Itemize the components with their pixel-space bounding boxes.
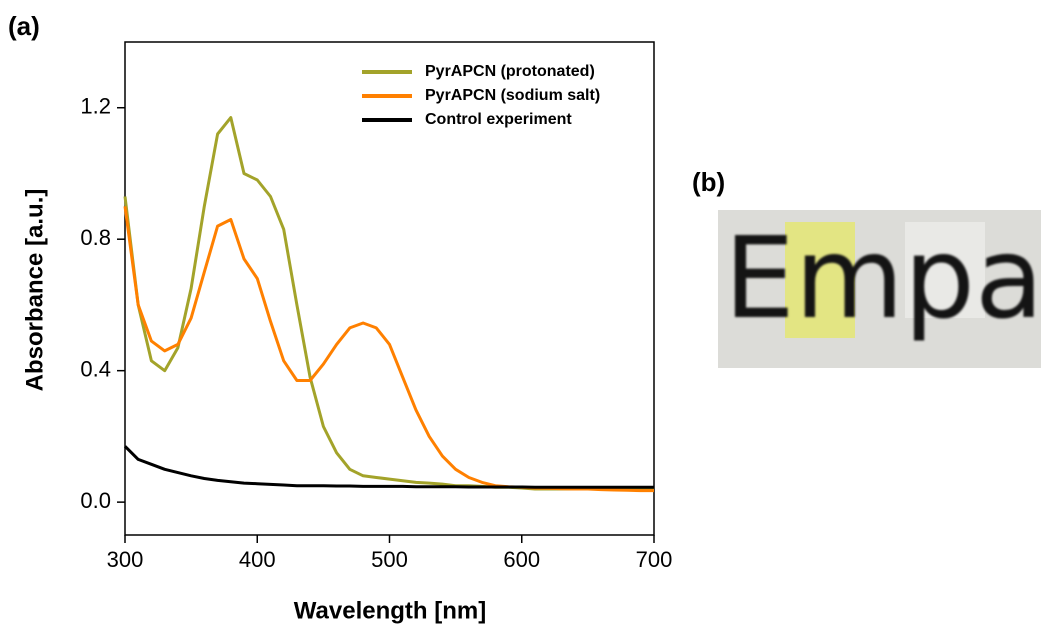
series-line — [123, 206, 654, 493]
y-tick-label: 0.0 — [80, 488, 111, 513]
x-tick-label: 700 — [636, 547, 673, 572]
legend-label: PyrAPCN (protonated) — [425, 63, 595, 80]
y-tick-label: 0.4 — [80, 356, 111, 381]
y-axis-label: Absorbance [a.u.] — [21, 189, 48, 392]
x-tick-label: 400 — [239, 547, 276, 572]
photo: Empa — [718, 210, 1041, 368]
clear-film — [905, 222, 985, 318]
photo-text: Empa — [724, 214, 1041, 344]
x-tick-label: 300 — [107, 547, 144, 572]
photo-background — [718, 210, 1041, 368]
series-line — [123, 116, 654, 491]
plot-frame — [124, 41, 655, 536]
legend-label: PyrAPCN (sodium salt) — [425, 87, 600, 104]
legend-label: Control experiment — [425, 111, 572, 128]
yellow-film — [785, 222, 855, 338]
series-line — [123, 445, 654, 489]
panel-label: (a) — [8, 11, 40, 41]
x-tick-label: 600 — [503, 547, 540, 572]
y-tick-label: 0.8 — [80, 225, 111, 250]
x-axis-label: Wavelength [nm] — [294, 597, 486, 624]
panel-label: (b) — [692, 167, 725, 197]
x-tick-label: 500 — [371, 547, 408, 572]
y-tick-label: 1.2 — [80, 94, 111, 119]
